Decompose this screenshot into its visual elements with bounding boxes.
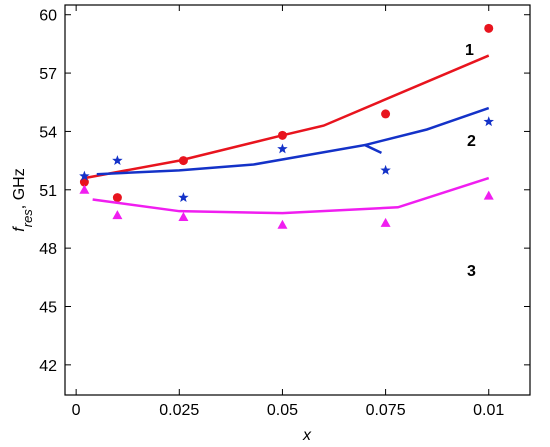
fit-line xyxy=(92,176,490,215)
y-tick-label: 57 xyxy=(39,66,57,83)
data-point xyxy=(79,170,90,181)
data-point xyxy=(381,109,391,119)
y-tick-label: 45 xyxy=(39,299,57,316)
data-point xyxy=(178,212,189,222)
y-tick-label: 48 xyxy=(39,241,57,258)
y-label-unit: , GHz xyxy=(11,168,28,209)
data-point xyxy=(483,116,494,127)
plot-frame xyxy=(64,4,531,396)
series-label: 1 xyxy=(465,42,474,59)
y-label-subscript: res xyxy=(20,209,35,228)
series-label: 2 xyxy=(467,133,476,150)
data-point xyxy=(178,156,188,166)
data-point xyxy=(112,193,122,203)
data-point xyxy=(112,210,123,220)
y-label-symbol: f xyxy=(11,226,28,232)
y-tick-label: 42 xyxy=(39,358,57,375)
y-tick-label: 54 xyxy=(39,124,57,141)
x-tick-label: 0 xyxy=(72,402,81,419)
data-point xyxy=(484,23,494,33)
data-point xyxy=(277,130,287,140)
x-tick-label: 0.075 xyxy=(366,402,406,419)
data-point xyxy=(178,192,189,203)
x-tick-label: 0.025 xyxy=(159,402,199,419)
fit-line xyxy=(96,106,490,176)
y-tick-label: 51 xyxy=(39,183,57,200)
y-axis-label: fres, GHz xyxy=(11,168,35,231)
x-tick-label: 0.01 xyxy=(473,402,504,419)
data-point xyxy=(380,164,391,175)
series-label: 3 xyxy=(467,263,476,280)
x-axis-label: x xyxy=(302,427,312,444)
data-point xyxy=(79,184,90,194)
x-tick-label: 0.05 xyxy=(267,402,298,419)
data-point xyxy=(277,143,288,154)
y-tick-label: 60 xyxy=(39,8,57,25)
data-point xyxy=(483,190,494,200)
data-point xyxy=(112,155,123,166)
data-point xyxy=(380,217,391,227)
data-point xyxy=(277,219,288,229)
